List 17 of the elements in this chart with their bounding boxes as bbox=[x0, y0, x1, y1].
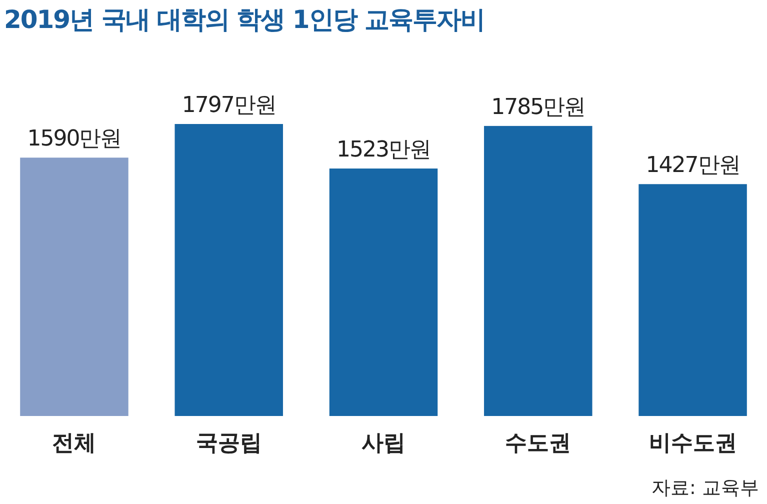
data-label: 1523만원 bbox=[336, 138, 430, 163]
x-tick-label: 사립 bbox=[362, 431, 406, 456]
chart-title: 2019년 국내 대학의 학생 1인당 교육투자비 bbox=[4, 5, 484, 34]
data-label: 1797만원 bbox=[182, 93, 276, 118]
bar bbox=[329, 168, 438, 416]
text: 자료: 교육부 bbox=[652, 477, 759, 499]
x-tick-label: 수도권 bbox=[505, 431, 572, 456]
bar bbox=[20, 158, 128, 416]
data-label: 1590만원 bbox=[27, 126, 122, 152]
bar bbox=[174, 124, 283, 416]
data-label: 1785만원 bbox=[491, 94, 586, 120]
bar bbox=[484, 126, 592, 416]
bar bbox=[638, 184, 747, 416]
data-label: 1427만원 bbox=[646, 153, 740, 178]
x-tick-label: 비수도권 bbox=[648, 431, 737, 456]
x-tick-label: 전체 bbox=[52, 431, 96, 456]
x-tick-label: 국공립 bbox=[196, 431, 262, 456]
